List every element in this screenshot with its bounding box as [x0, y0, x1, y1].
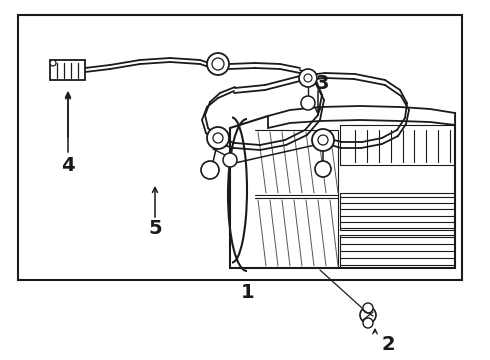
Text: 5: 5	[148, 219, 162, 238]
Circle shape	[301, 96, 315, 110]
Circle shape	[363, 318, 373, 328]
Bar	[50, 60, 85, 80]
Circle shape	[212, 58, 224, 70]
Circle shape	[304, 74, 312, 82]
Circle shape	[50, 60, 56, 66]
Circle shape	[207, 127, 229, 149]
Circle shape	[315, 161, 331, 177]
Circle shape	[213, 133, 223, 143]
Text: 3: 3	[315, 73, 329, 93]
Circle shape	[363, 303, 373, 313]
Bar	[18, 15, 462, 280]
Text: 1: 1	[241, 283, 255, 302]
Circle shape	[223, 153, 237, 167]
Text: 4: 4	[61, 156, 75, 175]
Circle shape	[201, 161, 219, 179]
Circle shape	[318, 135, 328, 145]
Polygon shape	[268, 106, 455, 128]
Circle shape	[360, 307, 376, 323]
Circle shape	[207, 53, 229, 75]
Text: 2: 2	[381, 336, 395, 355]
Circle shape	[299, 69, 317, 87]
Polygon shape	[230, 113, 455, 268]
Circle shape	[312, 129, 334, 151]
